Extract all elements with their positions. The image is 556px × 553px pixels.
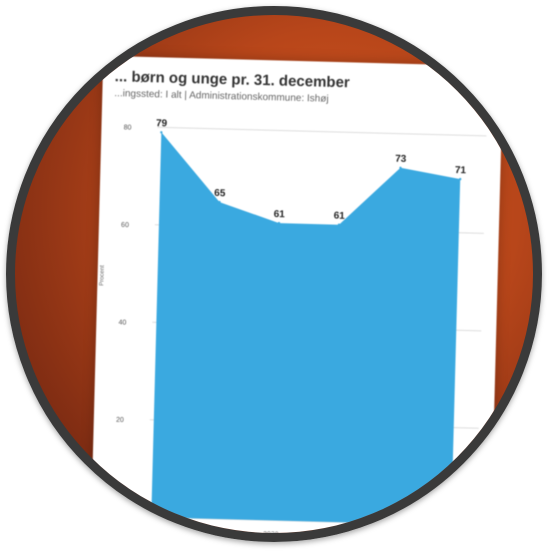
x-tick-label: 2019 [203,530,219,537]
gridline [157,126,487,137]
y-tick-label: 40 [118,319,126,326]
y-tick-label: 80 [124,124,132,131]
x-tick-label: 2020 [263,531,279,538]
x-tick-label: 2021 [323,533,339,540]
data-point [218,200,221,204]
chart-title: ... børn og unge pr. 31. december [114,68,350,92]
area-series [151,132,461,526]
x-tick-label: 2018 [143,528,159,535]
data-point [399,166,402,169]
data-label: 71 [455,165,467,176]
y-tick-label: 60 [121,222,129,229]
screen-photo: ... børn og unge pr. 31. december ...ing… [15,15,533,533]
x-tick-label: 2023 [443,536,459,542]
data-label: 61 [274,209,286,220]
data-label: 73 [395,154,407,165]
x-tick-label: 2022 [383,534,399,541]
data-label: 65 [214,188,226,199]
data-point [160,131,163,134]
data-label: 79 [156,118,168,129]
data-label: 61 [334,211,346,222]
data-point [337,223,341,226]
y-tick-label: 0 [117,514,121,521]
y-tick-label: 20 [116,417,124,424]
data-point [277,221,281,225]
area-chart: 0 20 40 60 80 79 2018 65 2019 61 2020 61 2021 73 2022 7… [116,118,487,542]
circular-photo-frame: ... børn og unge pr. 31. december ...ing… [6,6,542,542]
data-point [459,177,462,181]
chart-card: ... børn og unge pr. 31. december ...ing… [90,55,504,542]
